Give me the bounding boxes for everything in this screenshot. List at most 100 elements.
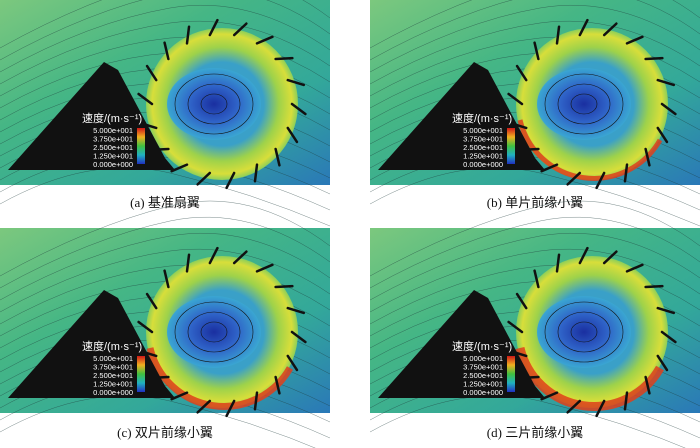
streamline	[369, 4, 700, 73]
vortex-line	[174, 73, 254, 135]
blade	[225, 171, 236, 190]
colorbar	[507, 356, 515, 392]
colorbar-label: 2.500e+001	[463, 143, 503, 152]
blade	[253, 163, 259, 183]
blade	[515, 64, 528, 82]
vortex-line	[570, 321, 598, 343]
streamline	[0, 20, 331, 85]
streamline	[369, 0, 700, 49]
vortex-line	[544, 301, 624, 363]
blade	[656, 306, 676, 315]
blade	[644, 375, 651, 395]
colorbar-label: 3.750e+001	[93, 363, 133, 372]
blade	[163, 269, 170, 289]
panel: 速度/(m·s⁻¹)5.000e+0013.750e+0012.500e+001…	[369, 0, 700, 227]
blade	[290, 330, 307, 344]
colorbar-label: 5.000e+001	[463, 354, 503, 363]
streamline	[0, 216, 331, 289]
blade	[163, 41, 170, 61]
streamline	[369, 395, 687, 448]
colorbar-label: 1.250e+001	[463, 380, 503, 389]
blade	[623, 391, 629, 411]
vortex-line	[174, 301, 254, 363]
legend-title: 速度/(m·s⁻¹)	[82, 339, 142, 353]
blade	[185, 25, 191, 45]
streamline	[0, 4, 331, 73]
rotor-core	[537, 68, 631, 140]
blade	[255, 35, 274, 45]
streamline	[369, 0, 700, 61]
streamline	[369, 20, 700, 85]
streamline	[0, 0, 331, 49]
blade	[602, 250, 618, 265]
colorbar	[507, 128, 515, 164]
blade	[137, 92, 154, 106]
blade	[507, 320, 524, 334]
panel: 速度/(m·s⁻¹)5.000e+0013.750e+0012.500e+001…	[0, 200, 331, 448]
blade	[208, 18, 219, 37]
vortex-line	[557, 83, 611, 125]
blade	[185, 253, 191, 273]
vortex-line	[200, 93, 228, 115]
panel: 速度/(m·s⁻¹)5.000e+0013.750e+0012.500e+001…	[369, 200, 700, 448]
high-speed-band	[517, 119, 663, 181]
blade	[274, 147, 281, 167]
colorbar-label: 2.500e+001	[93, 371, 133, 380]
blade	[656, 126, 669, 144]
blade	[656, 78, 676, 87]
blade	[286, 354, 299, 372]
blade	[533, 269, 540, 289]
colorbar-label: 5.000e+001	[93, 354, 133, 363]
blade	[232, 22, 248, 37]
legend-title: 速度/(m·s⁻¹)	[452, 339, 512, 353]
blade	[625, 263, 644, 273]
colorbar-label: 5.000e+001	[463, 126, 503, 135]
blade	[515, 292, 528, 310]
blade	[656, 354, 669, 372]
colorbar	[137, 356, 145, 392]
high-speed-band	[515, 346, 664, 411]
blade	[595, 399, 606, 418]
blade	[274, 56, 294, 61]
colorbar	[137, 128, 145, 164]
blade	[555, 253, 561, 273]
blade	[137, 320, 154, 334]
blade	[507, 92, 524, 106]
colorbar-label: 2.500e+001	[93, 143, 133, 152]
blade	[145, 292, 158, 310]
wing-body	[8, 62, 175, 170]
blade	[566, 399, 582, 414]
colorbar-label: 1.250e+001	[93, 152, 133, 161]
streamline	[0, 200, 331, 277]
streamline	[369, 216, 700, 289]
blade	[232, 250, 248, 265]
caption: (c) 双片前缘小翼	[117, 425, 213, 440]
legend-title: 速度/(m·s⁻¹)	[82, 111, 142, 125]
wing-body	[378, 62, 545, 170]
vortex-line	[570, 93, 598, 115]
rotor-core	[167, 68, 261, 140]
vortex-line	[557, 311, 611, 353]
colorbar-label: 0.000e+000	[93, 160, 133, 169]
colorbar-label: 5.000e+001	[93, 126, 133, 135]
panel: 速度/(m·s⁻¹)5.000e+0013.750e+0012.500e+001…	[0, 0, 331, 227]
vortex-line	[187, 311, 241, 353]
streamline	[369, 232, 700, 301]
caption: (d) 三片前缘小翼	[487, 425, 583, 440]
streamline	[0, 0, 331, 61]
blade	[644, 56, 664, 61]
blade	[578, 246, 589, 265]
blade	[540, 391, 559, 401]
caption: (a) 基准扇翼	[130, 195, 200, 210]
streamline	[0, 232, 331, 301]
vortex-line	[200, 321, 228, 343]
colorbar-label: 0.000e+000	[463, 388, 503, 397]
streamline	[369, 167, 700, 227]
blade	[660, 330, 677, 344]
blade	[145, 64, 158, 82]
blade	[602, 22, 618, 37]
blade	[286, 306, 306, 315]
colorbar-label: 0.000e+000	[93, 388, 133, 397]
streamline	[0, 167, 331, 227]
